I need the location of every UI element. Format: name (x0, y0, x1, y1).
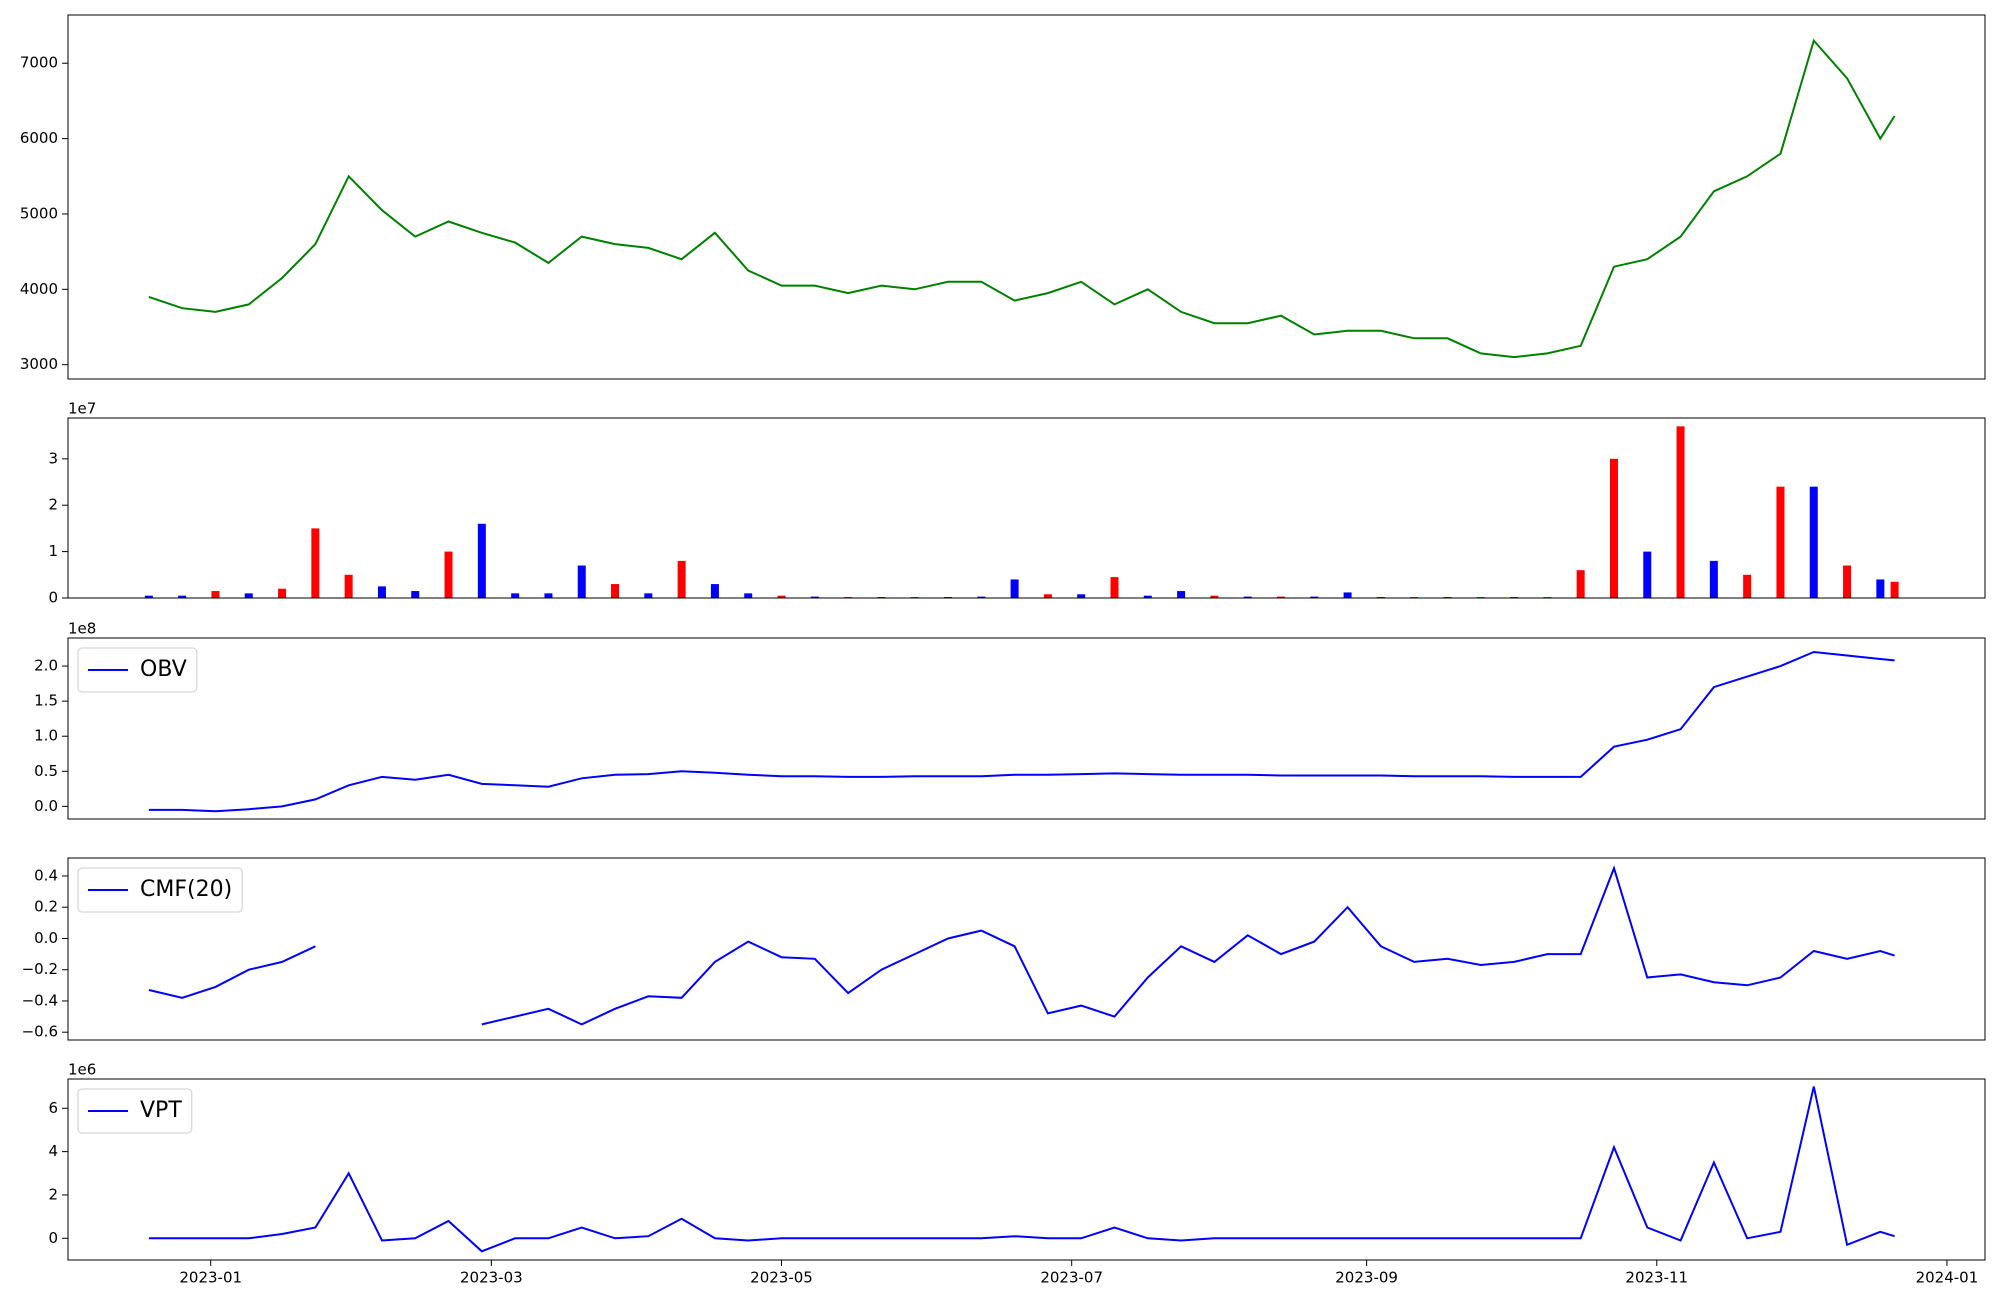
series-line (148, 650, 1895, 813)
volume-bar (1110, 577, 1119, 598)
volume-bar (644, 593, 653, 598)
volume-bar (1743, 574, 1752, 598)
volume-bar (1709, 560, 1718, 598)
volume-bar (1343, 592, 1352, 598)
volume-bar (577, 565, 586, 598)
y-tick-label: 1.0 (34, 727, 58, 745)
volume-bar (1643, 551, 1652, 598)
legend-label: VPT (140, 1098, 182, 1123)
volume-bar (1243, 596, 1252, 598)
volume-bar (377, 586, 386, 598)
y-tick-label: 6000 (20, 129, 58, 147)
y-tick-label: 4 (48, 1142, 58, 1160)
y-tick-label: 1.5 (34, 692, 58, 710)
volume-bar (1809, 486, 1818, 598)
volume-bar (411, 591, 420, 598)
y-tick-label: 7000 (20, 54, 58, 72)
legend-label: OBV (140, 657, 187, 682)
volume-bar (1210, 595, 1219, 598)
volume-bar (178, 595, 187, 598)
legend-label: CMF(20) (140, 877, 232, 902)
legend-box (77, 867, 243, 913)
series-line (148, 1086, 1895, 1253)
plot-frame (67, 417, 1986, 599)
y-tick-label: 5000 (20, 204, 58, 222)
volume-bar (777, 595, 786, 598)
volume-bar (278, 588, 287, 598)
volume-bar (511, 593, 520, 598)
series-line (148, 38, 1896, 359)
y-tick-label: 2 (48, 496, 58, 514)
volume-bar (244, 593, 253, 598)
volume-bar (1010, 579, 1019, 598)
volume-bar (1676, 426, 1685, 598)
y-tick-label: 0.4 (34, 866, 58, 884)
plot-frame (67, 14, 1986, 380)
y-tick-label: 0.5 (34, 762, 58, 780)
plot-frame (67, 857, 1986, 1041)
y-tick-label: 3000 (20, 355, 58, 373)
y-tick-label: 4000 (20, 280, 58, 298)
volume-bar (1843, 565, 1852, 598)
x-tick-label: 2023-05 (750, 1269, 813, 1287)
volume-bar (444, 551, 453, 598)
volume-bar (1876, 579, 1885, 598)
y-tick-label: 0.2 (34, 898, 58, 916)
volume-bar (1276, 596, 1285, 598)
legend-box (77, 647, 198, 693)
volume-bar (311, 528, 320, 598)
y-tick-label: 2 (48, 1185, 58, 1203)
volume-bar (211, 591, 220, 598)
plot-frame (67, 637, 1986, 820)
volume-bar (1143, 595, 1152, 598)
volume-bar (977, 596, 986, 598)
volume-bar (144, 595, 153, 598)
volume-bar (1310, 596, 1319, 598)
y-tick-label: −0.6 (22, 1023, 58, 1041)
volume-bar (710, 584, 719, 598)
offset-label: 1e8 (68, 620, 96, 638)
x-tick-label: 2023-09 (1335, 1269, 1398, 1287)
volume-bar (1576, 570, 1585, 598)
series-line (148, 865, 1895, 1026)
volume-bar (477, 523, 486, 598)
volume-bar (1043, 594, 1052, 598)
y-tick-label: −0.4 (22, 991, 58, 1009)
volume-bar (1177, 591, 1186, 598)
y-tick-label: 1 (48, 542, 58, 560)
y-tick-label: 0.0 (34, 929, 58, 947)
volume-bar (1890, 581, 1899, 598)
y-tick-label: 0.0 (34, 797, 58, 815)
x-tick-label: 2023-01 (179, 1269, 242, 1287)
y-tick-label: 0 (48, 1229, 58, 1247)
volume-bar (1609, 458, 1618, 598)
volume-bar (1077, 594, 1086, 598)
y-tick-label: −0.2 (22, 960, 58, 978)
y-tick-label: 6 (48, 1099, 58, 1117)
offset-label: 1e6 (68, 1061, 96, 1079)
volume-bar (677, 560, 686, 598)
x-tick-label: 2023-11 (1625, 1269, 1688, 1287)
x-tick-label: 2023-07 (1040, 1269, 1103, 1287)
volume-bar (810, 596, 819, 598)
x-tick-label: 2024-01 (1916, 1269, 1979, 1287)
volume-bar (544, 593, 553, 598)
x-tick-label: 2023-03 (460, 1269, 523, 1287)
volume-bar (1776, 486, 1785, 598)
volume-bar (744, 593, 753, 598)
offset-label: 1e7 (68, 400, 96, 418)
y-tick-label: 2.0 (34, 657, 58, 675)
y-tick-label: 0 (48, 589, 58, 607)
legend-box (77, 1088, 193, 1134)
volume-bar (344, 574, 353, 598)
volume-bar (611, 584, 620, 598)
plot-frame (67, 1078, 1986, 1261)
y-tick-label: 3 (48, 449, 58, 467)
